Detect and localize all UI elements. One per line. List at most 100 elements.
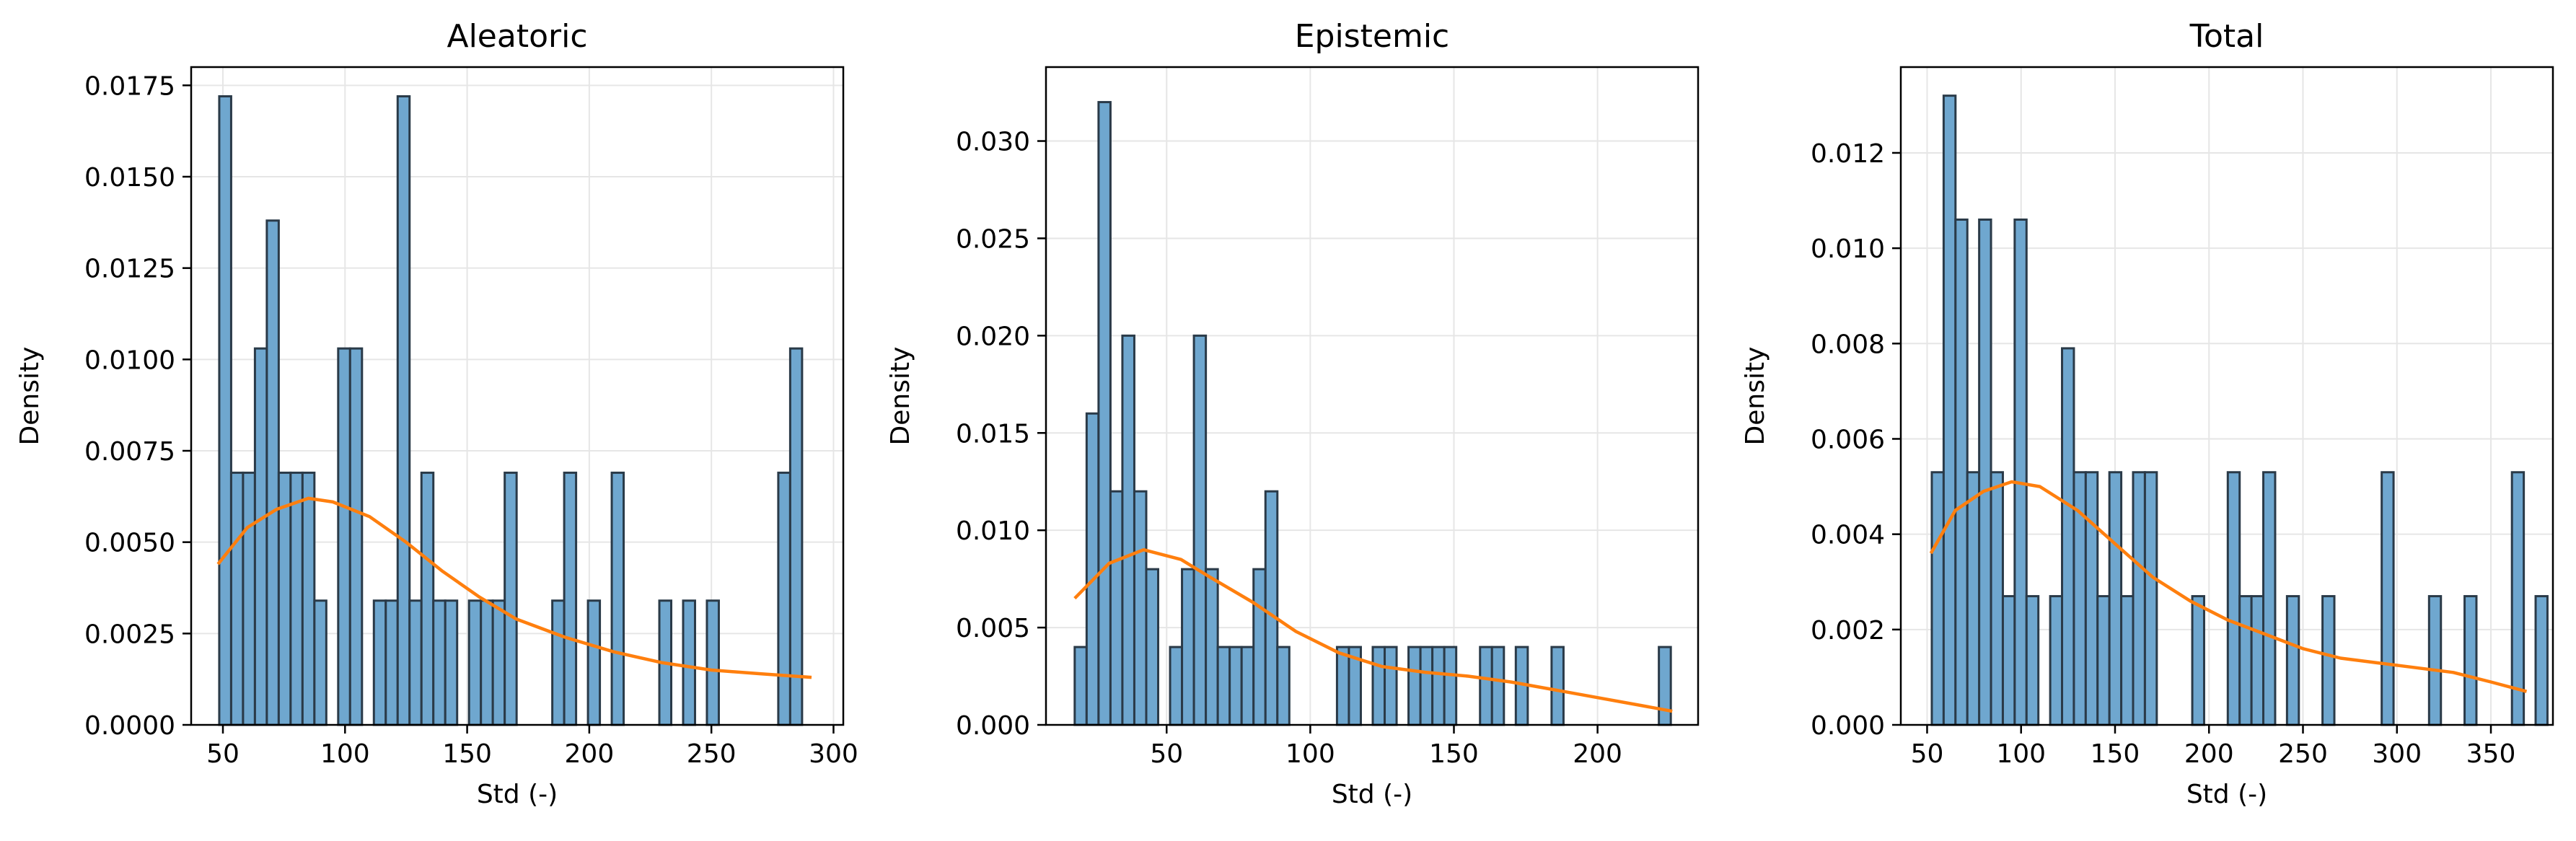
chart-title: Epistemic [1295,18,1449,55]
y-tick-label: 0.012 [1811,139,1885,169]
plot-frame [1045,66,1700,726]
x-axis-label: Std (-) [2186,780,2267,809]
histogram-bar [1954,218,1969,726]
histogram-bar [1085,412,1100,726]
y-tick-label: 0.010 [1811,234,1885,264]
x-tick-label: 150 [442,739,492,769]
chart-title: Aleatoric [447,18,587,55]
kde-curve [1073,547,1673,713]
histogram-bar [289,471,304,726]
histogram-bar [1371,646,1386,726]
histogram-bar [2238,595,2253,726]
chart-panel-2: 50 100 150 200 0.000 0.005 0.010 0.015 0.020 0.02… [886,18,1700,809]
y-tick-label: 0.000 [956,711,1030,741]
histogram-bar [1550,646,1565,726]
x-axis-label: Std (-) [1332,780,1412,809]
chart-panel-3: 50 100 150 200 250 300 350 0.000 0.002 0.004 0.006… [1741,18,2554,809]
y-tick-label: 0.005 [956,614,1030,643]
histogram-bar [337,347,351,726]
histogram-bar [682,599,696,726]
histogram-bar [705,599,720,726]
histogram-bar [1479,646,1493,726]
histogram-bar [396,95,411,726]
y-tick-label: 0.006 [1811,425,1885,454]
histogram-bar [1419,646,1434,726]
histogram-bar [610,471,625,726]
histogram-bar [2534,595,2549,726]
histogram-bar [2262,471,2277,726]
histogram-bar [1133,490,1148,726]
histogram-bar [2427,595,2443,726]
histogram-bar [1942,94,1957,726]
histogram-bar [2096,595,2111,726]
histogram-bar [372,599,387,726]
histogram-bar [242,471,256,726]
histogram-bar [301,471,316,726]
y-tick-label: 0.0000 [84,711,175,741]
histogram-bar [2120,595,2135,726]
histogram-bar [1930,471,1945,726]
histogram-bar [551,599,566,726]
x-tick-label: 250 [2278,739,2328,769]
histogram-bar [1240,646,1255,726]
histogram-bar [1252,568,1267,726]
histogram-bar [1443,646,1458,726]
x-tick-label: 350 [2466,739,2516,769]
histogram-bar [1978,218,1992,726]
kde-curve [1929,480,2528,693]
y-tick-label: 0.030 [956,128,1030,157]
histogram-bar [1966,471,1981,726]
histogram-bar [2226,471,2241,726]
x-tick-label: 50 [1150,739,1183,769]
y-tick-label: 0.0175 [84,71,175,101]
chart-panel-1: 50 100 150 200 250 300 0.0000 0.0025 0.0050 0.007… [15,18,858,809]
histogram-bar [384,599,399,726]
histogram-bar [1431,646,1446,726]
histogram-bar [218,95,232,726]
x-tick-label: 150 [2091,739,2140,769]
x-tick-label: 250 [687,739,737,769]
y-tick-label: 0.015 [956,419,1030,449]
kde-curve [216,496,812,679]
histogram-bar [2108,471,2123,726]
histogram-bar [2285,595,2300,726]
histogram-bar [2025,595,2040,726]
histogram-bar [563,471,578,726]
x-tick-label: 200 [1573,739,1622,769]
chart-title: Total [2189,18,2264,55]
y-tick-label: 0.002 [1811,616,1885,646]
histogram-bar [2191,595,2205,726]
y-tick-label: 0.025 [956,224,1030,254]
histogram-bar [1181,568,1195,726]
histogram-bar [1335,646,1350,726]
x-tick-label: 200 [565,739,615,769]
y-tick-label: 0.004 [1811,521,1885,550]
histogram-bar [2061,347,2075,726]
x-tick-label: 200 [2184,739,2234,769]
x-tick-label: 300 [2372,739,2422,769]
y-tick-label: 0.010 [956,516,1030,546]
histogram-bar [504,471,518,726]
y-tick-label: 0.008 [1811,330,1885,359]
x-tick-label: 100 [1285,739,1335,769]
histogram-bar [467,599,483,726]
histogram-bar [1205,568,1219,726]
histogram-bar [1097,101,1112,726]
histogram-bar [491,599,506,726]
y-tick-label: 0.0050 [84,529,175,558]
histogram-bar [313,599,328,726]
histogram-bar [1264,490,1279,726]
x-tick-label: 50 [1911,739,1944,769]
histogram-bar [1407,646,1422,726]
histogram-bar [2132,471,2146,726]
histogram-bar [788,347,804,726]
histogram-bar [1109,490,1124,726]
histogram-bar [586,599,602,726]
x-tick-label: 100 [1996,739,2046,769]
x-tick-label: 300 [809,739,858,769]
histogram-bar [432,599,447,726]
histogram-bar [2250,595,2265,726]
x-tick-label: 150 [1429,739,1479,769]
y-axis-label: Density [1741,347,1770,446]
plot-frame [1899,66,2554,726]
